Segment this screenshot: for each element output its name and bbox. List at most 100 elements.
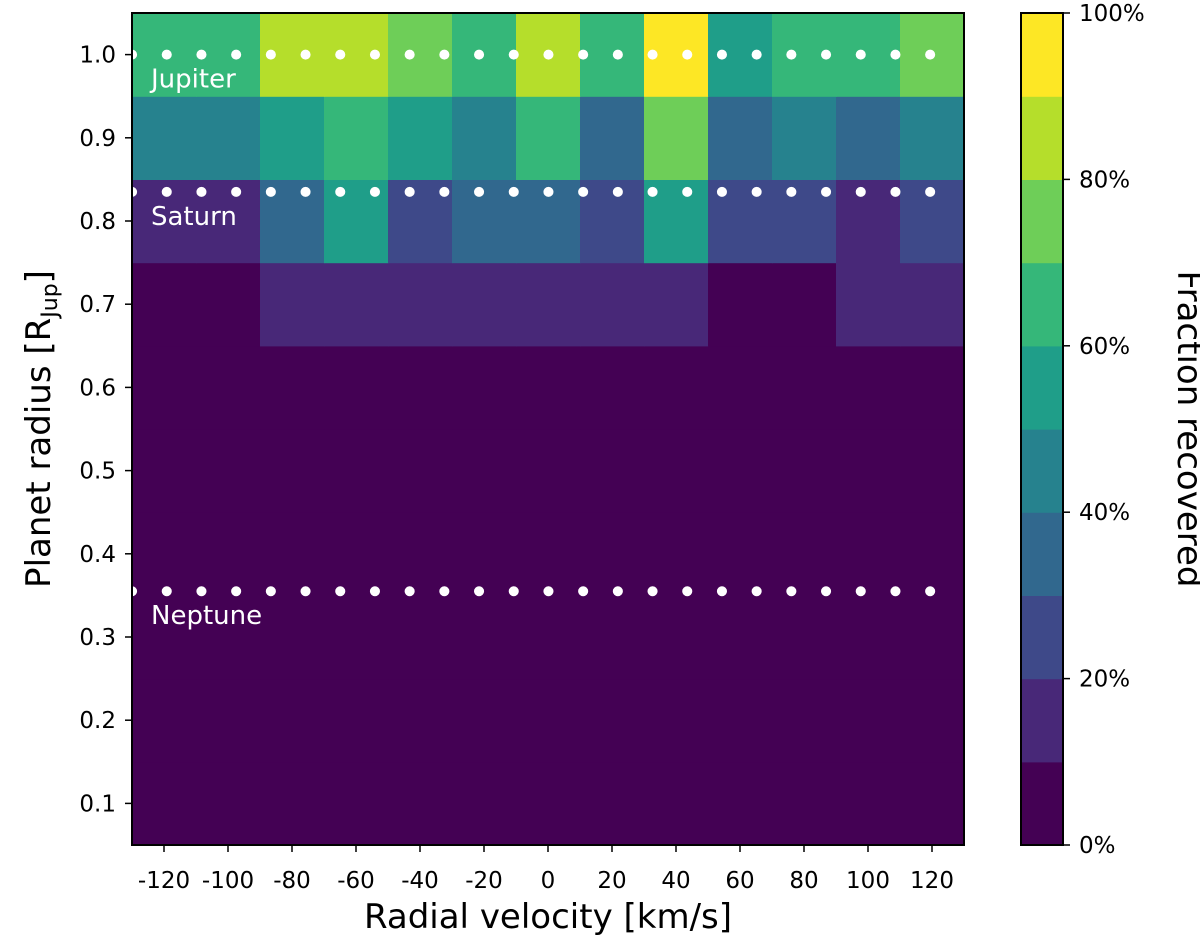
heatmap-cell [196, 512, 261, 596]
y-tick-label: 0.1 [79, 791, 116, 817]
colorbar-tick-label: 40% [1079, 500, 1130, 526]
heatmap-cell [260, 96, 325, 180]
heatmap-cell [644, 512, 709, 596]
y-axis-ticks: 0.10.20.30.40.50.60.70.80.91.0 [79, 43, 132, 818]
heatmap-cell [132, 96, 197, 180]
x-tick-label: 0 [541, 868, 556, 894]
heatmap-cell [324, 679, 389, 763]
heatmap-cell [452, 429, 517, 513]
heatmap-cell [388, 96, 453, 180]
heatmap-cell [516, 96, 581, 180]
colorbar-segment [1021, 595, 1063, 679]
heatmap-cell [772, 679, 837, 763]
x-tick-label: 60 [725, 868, 754, 894]
heatmap-cell [900, 762, 965, 846]
heatmap-cell [708, 96, 773, 180]
colorbar-segment [1021, 679, 1063, 763]
heatmap-cell [516, 512, 581, 596]
heatmap-cell [452, 13, 517, 97]
colorbar-segment [1021, 179, 1063, 263]
colorbar-tick-label: 100% [1079, 1, 1145, 27]
y-tick-label: 1.0 [79, 43, 116, 69]
heatmap-cell [900, 346, 965, 430]
heatmap-cell [196, 762, 261, 846]
heatmap-cell [772, 512, 837, 596]
x-tick-label: -60 [337, 868, 375, 894]
heatmap-cell [900, 429, 965, 513]
heatmap-cell [324, 429, 389, 513]
heatmap-cells [132, 13, 965, 846]
y-axis-label-main: Planet radius [R [19, 318, 59, 588]
colorbar-label-group: Fraction recovered [1169, 271, 1200, 588]
heatmap-cell [836, 429, 901, 513]
heatmap-cell [132, 512, 197, 596]
heatmap-cell [708, 679, 773, 763]
heatmap-figure: JupiterSaturnNeptune -120 -100 -80 -60 -40 -2… [0, 0, 1200, 951]
heatmap-cell [836, 595, 901, 679]
y-tick-label: 0.6 [79, 375, 116, 401]
heatmap-cell [580, 263, 645, 347]
y-tick-label: 0.9 [79, 126, 116, 152]
heatmap-cell [836, 679, 901, 763]
heatmap-cell [644, 762, 709, 846]
heatmap-cell [900, 263, 965, 347]
heatmap-cell [772, 595, 837, 679]
heatmap-cell [644, 595, 709, 679]
colorbar-segment [1021, 263, 1063, 347]
x-tick-label: 120 [910, 868, 954, 894]
heatmap-cell [900, 512, 965, 596]
heatmap-cell [772, 762, 837, 846]
heatmap-cell [452, 595, 517, 679]
heatmap-cell [516, 263, 581, 347]
colorbar [1021, 13, 1063, 846]
x-tick-label: 40 [661, 868, 690, 894]
heatmap-cell [132, 762, 197, 846]
reference-label-saturn: Saturn [151, 202, 237, 232]
x-tick-label: -80 [273, 868, 311, 894]
heatmap-cell [580, 595, 645, 679]
colorbar-tick-label: 20% [1079, 667, 1130, 693]
heatmap-cell [196, 346, 261, 430]
heatmap-cell [132, 679, 197, 763]
heatmap-cell [452, 512, 517, 596]
heatmap-cell [708, 346, 773, 430]
heatmap-cell [388, 512, 453, 596]
x-tick-label: 80 [789, 868, 818, 894]
y-tick-label: 0.4 [79, 542, 116, 568]
heatmap-cell [580, 96, 645, 180]
heatmap-cell [452, 96, 517, 180]
heatmap-cell [196, 263, 261, 347]
colorbar-tick-label: 80% [1079, 167, 1130, 193]
heatmap-cell [772, 263, 837, 347]
y-tick-label: 0.5 [79, 459, 116, 485]
colorbar-segment [1021, 429, 1063, 513]
x-tick-label: -120 [138, 868, 190, 894]
heatmap-cell [132, 346, 197, 430]
heatmap-cell [708, 512, 773, 596]
heatmap-cell [580, 13, 645, 97]
heatmap-cell [324, 512, 389, 596]
heatmap-cell [260, 263, 325, 347]
heatmap-cell [836, 512, 901, 596]
heatmap-cell [772, 346, 837, 430]
heatmap-cell [132, 429, 197, 513]
heatmap-cell [836, 96, 901, 180]
heatmap-cell [580, 179, 645, 263]
heatmap-cell [196, 679, 261, 763]
colorbar-segment [1021, 96, 1063, 180]
heatmap-cell [260, 512, 325, 596]
heatmap-cell [580, 429, 645, 513]
heatmap-cell [452, 679, 517, 763]
x-tick-label: -20 [465, 868, 503, 894]
colorbar-segment [1021, 13, 1063, 97]
heatmap-cell [772, 429, 837, 513]
heatmap-cell [324, 762, 389, 846]
x-axis-label: Radial velocity [km/s] [364, 897, 732, 937]
heatmap-cell [452, 263, 517, 347]
y-axis-label: Planet radius [RJup] [19, 270, 63, 588]
heatmap-cell [644, 263, 709, 347]
heatmap-cell [644, 346, 709, 430]
heatmap-cell [516, 595, 581, 679]
heatmap-cell [388, 679, 453, 763]
y-axis-label-group: Planet radius [RJup] [19, 270, 63, 588]
